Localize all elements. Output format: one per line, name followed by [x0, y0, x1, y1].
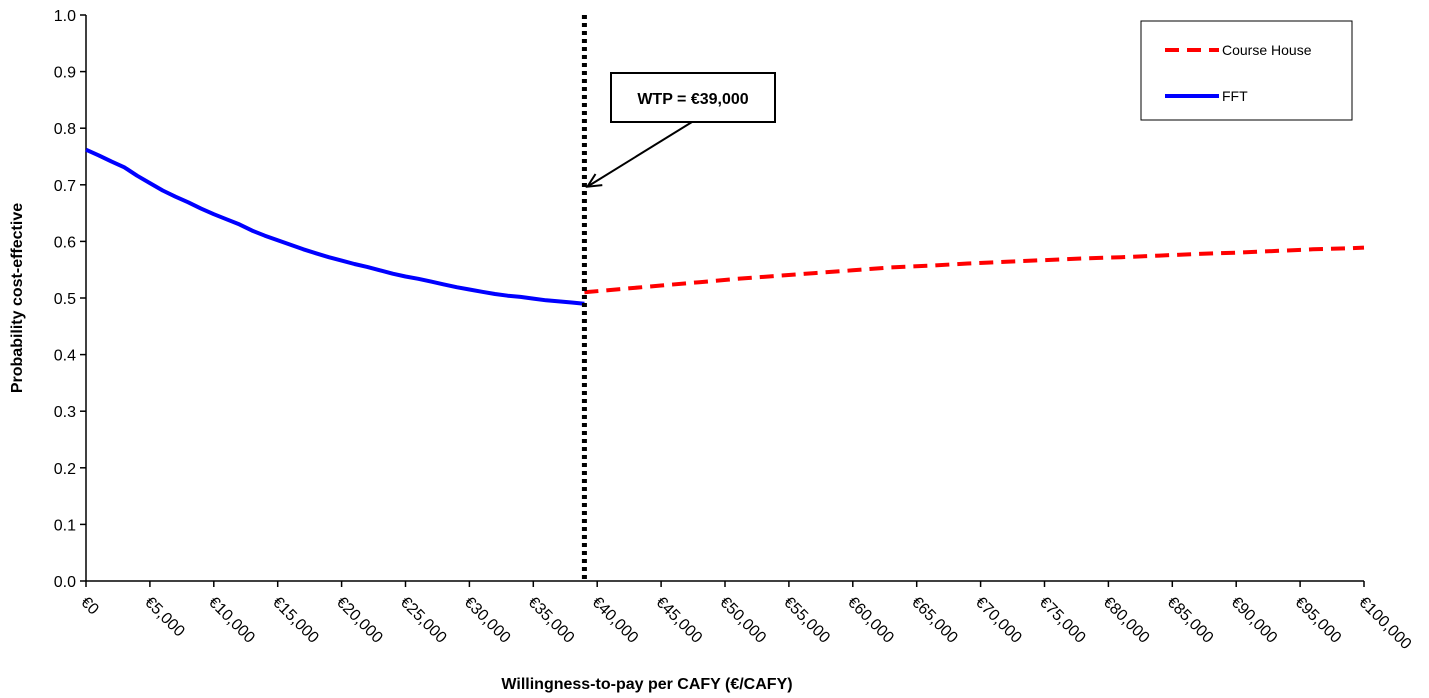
legend-box: [1140, 20, 1353, 121]
y-tick-label: 0.3: [54, 404, 76, 421]
y-axis-title: Probability cost-effective: [9, 203, 26, 393]
x-tick-label: €25,000: [397, 594, 450, 647]
x-tick-label: €15,000: [269, 594, 322, 647]
x-axis-title: Willingness-to-pay per CAFY (€/CAFY): [501, 676, 792, 693]
x-tick-label: €0: [77, 594, 102, 619]
annotation-text: WTP = €39,000: [637, 91, 748, 108]
series-line-fft: [85, 147, 585, 306]
x-tick-label: €95,000: [1291, 594, 1344, 647]
series-layer: [85, 147, 1365, 306]
x-tick-label: €5,000: [141, 594, 188, 641]
y-tick-label: 0.7: [54, 178, 76, 195]
wtp-annotation: WTP = €39,000: [585, 72, 776, 188]
x-tick-label: €90,000: [1227, 594, 1280, 647]
x-ticks: €0 €5,000 €10,000 €15,000 €20,000 €25,000 €30,…: [77, 581, 1414, 653]
legend: Course House FFT: [1140, 20, 1353, 121]
x-tick-label: €100,000: [1355, 594, 1414, 653]
x-tick-label: €75,000: [1036, 594, 1089, 647]
x-tick-label: €70,000: [972, 594, 1025, 647]
x-tick-label: €10,000: [205, 594, 258, 647]
y-tick-label: 1.0: [54, 8, 76, 25]
y-tick-label: 0.0: [54, 574, 76, 591]
y-ticks: 0.0 0.1 0.2 0.3 0.4 0.5 0.6 0.7 0.8 0.9 1.0: [54, 8, 86, 591]
x-tick-label: €35,000: [524, 594, 577, 647]
y-tick-label: 0.6: [54, 234, 76, 251]
x-tick-label: €45,000: [652, 594, 705, 647]
x-tick-label: €85,000: [1163, 594, 1216, 647]
y-tick-label: 0.5: [54, 291, 76, 308]
annotation-box: [610, 72, 776, 123]
x-tick-label: €65,000: [908, 594, 961, 647]
annotation-arrowhead: [585, 173, 603, 188]
legend-label: Course House: [1222, 42, 1312, 58]
x-tick-label: €80,000: [1100, 594, 1153, 647]
x-tick-label: €50,000: [716, 594, 769, 647]
y-tick-label: 0.1: [54, 517, 76, 534]
y-tick-label: 0.9: [54, 65, 76, 82]
x-tick-label: €55,000: [780, 594, 833, 647]
x-tick-label: €40,000: [588, 594, 641, 647]
y-tick-label: 0.2: [54, 461, 76, 478]
x-tick-label: €60,000: [844, 594, 897, 647]
y-tick-label: 0.4: [54, 348, 76, 365]
legend-label: FFT: [1222, 88, 1248, 104]
series-line-course-house: [584, 245, 1365, 295]
x-tick-label: €30,000: [461, 594, 514, 647]
annotation-arrow: [586, 121, 693, 188]
y-tick-label: 0.8: [54, 121, 76, 138]
x-tick-label: €20,000: [333, 594, 386, 647]
